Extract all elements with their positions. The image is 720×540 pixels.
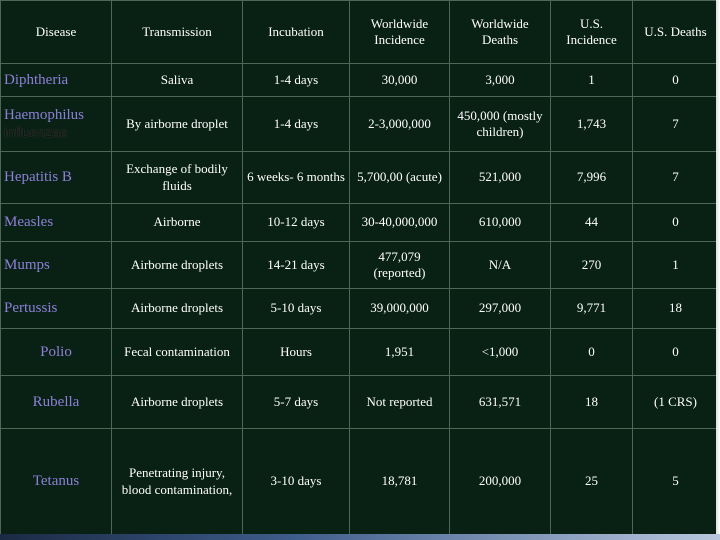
incubation-cell: 5-7 days xyxy=(242,375,350,429)
incubation-cell: 1-4 days xyxy=(242,63,350,97)
us-deaths-cell: 5 xyxy=(632,428,719,535)
worldwide-deaths-cell: 631,571 xyxy=(449,375,551,429)
table-row: Mumps Airborne droplets 14-21 days 477,0… xyxy=(0,241,719,289)
us-incidence-cell: 0 xyxy=(550,328,633,376)
disease-cell: Rubella xyxy=(0,375,112,429)
us-deaths-cell: 0 xyxy=(632,203,719,242)
disease-subname: influenzae xyxy=(4,123,68,140)
header-incubation: Incubation xyxy=(242,0,350,64)
transmission-cell: Exchange of bodily fluids xyxy=(111,151,243,204)
incubation-cell: 6 weeks- 6 months xyxy=(242,151,350,204)
us-incidence-cell: 270 xyxy=(550,241,633,289)
table-row: Haemophilus influenzae By airborne dropl… xyxy=(0,96,719,152)
worldwide-incidence-cell: 18,781 xyxy=(349,428,450,535)
us-deaths-cell: 0 xyxy=(632,328,719,376)
worldwide-incidence-cell: 1,951 xyxy=(349,328,450,376)
worldwide-deaths-cell: 450,000 (mostly children) xyxy=(449,96,551,152)
us-deaths-cell: 0 xyxy=(632,63,719,97)
worldwide-incidence-cell: 39,000,000 xyxy=(349,288,450,329)
header-transmission: Transmission xyxy=(111,0,243,64)
disease-cell: Measles xyxy=(0,203,112,242)
table-row: Tetanus Penetrating injury, blood contam… xyxy=(0,428,719,535)
incubation-cell: Hours xyxy=(242,328,350,376)
header-worldwide-incidence: Worldwide Incidence xyxy=(349,0,450,64)
worldwide-incidence-cell: 477,079 (reported) xyxy=(349,241,450,289)
us-incidence-cell: 1 xyxy=(550,63,633,97)
header-us-incidence: U.S. Incidence xyxy=(550,0,633,64)
disease-cell: Polio xyxy=(0,328,112,376)
table-row: Pertussis Airborne droplets 5-10 days 39… xyxy=(0,288,719,329)
incubation-cell: 1-4 days xyxy=(242,96,350,152)
disease-cell: Pertussis xyxy=(0,288,112,329)
us-deaths-cell: 7 xyxy=(632,96,719,152)
us-incidence-cell: 1,743 xyxy=(550,96,633,152)
table-row: Diphtheria Saliva 1-4 days 30,000 3,000 … xyxy=(0,63,719,97)
table-row: Hepatitis B Exchange of bodily fluids 6 … xyxy=(0,151,719,204)
us-deaths-cell: 18 xyxy=(632,288,719,329)
disease-cell: Tetanus xyxy=(0,428,112,535)
worldwide-deaths-cell: <1,000 xyxy=(449,328,551,376)
transmission-cell: Airborne droplets xyxy=(111,241,243,289)
worldwide-incidence-cell: 5,700,00 (acute) xyxy=(349,151,450,204)
disease-cell: Haemophilus influenzae xyxy=(0,96,112,152)
worldwide-deaths-cell: 200,000 xyxy=(449,428,551,535)
disease-cell: Mumps xyxy=(0,241,112,289)
worldwide-deaths-cell: 521,000 xyxy=(449,151,551,204)
header-disease: Disease xyxy=(0,0,112,64)
incubation-cell: 3-10 days xyxy=(242,428,350,535)
worldwide-deaths-cell: 3,000 xyxy=(449,63,551,97)
header-us-deaths: U.S. Deaths xyxy=(632,0,719,64)
transmission-cell: Airborne droplets xyxy=(111,288,243,329)
us-deaths-cell: (1 CRS) xyxy=(632,375,719,429)
header-row: Disease Transmission Incubation Worldwid… xyxy=(0,0,719,64)
us-deaths-cell: 1 xyxy=(632,241,719,289)
incubation-cell: 5-10 days xyxy=(242,288,350,329)
worldwide-incidence-cell: 2-3,000,000 xyxy=(349,96,450,152)
worldwide-incidence-cell: 30,000 xyxy=(349,63,450,97)
transmission-cell: Saliva xyxy=(111,63,243,97)
transmission-cell: Penetrating injury, blood contamination, xyxy=(111,428,243,535)
transmission-cell: Airborne droplets xyxy=(111,375,243,429)
worldwide-deaths-cell: 297,000 xyxy=(449,288,551,329)
incubation-cell: 14-21 days xyxy=(242,241,350,289)
incubation-cell: 10-12 days xyxy=(242,203,350,242)
disease-cell: Diphtheria xyxy=(0,63,112,97)
disease-cell: Hepatitis B xyxy=(0,151,112,204)
us-incidence-cell: 44 xyxy=(550,203,633,242)
us-deaths-cell: 7 xyxy=(632,151,719,204)
table-row: Measles Airborne 10-12 days 30-40,000,00… xyxy=(0,203,719,242)
transmission-cell: Fecal contamination xyxy=(111,328,243,376)
us-incidence-cell: 9,771 xyxy=(550,288,633,329)
table-row: Polio Fecal contamination Hours 1,951 <1… xyxy=(0,328,719,376)
us-incidence-cell: 18 xyxy=(550,375,633,429)
us-incidence-cell: 7,996 xyxy=(550,151,633,204)
disease-name: Haemophilus xyxy=(4,107,84,123)
transmission-cell: By airborne droplet xyxy=(111,96,243,152)
header-worldwide-deaths: Worldwide Deaths xyxy=(449,0,551,64)
worldwide-deaths-cell: N/A xyxy=(449,241,551,289)
worldwide-incidence-cell: Not reported xyxy=(349,375,450,429)
worldwide-deaths-cell: 610,000 xyxy=(449,203,551,242)
worldwide-incidence-cell: 30-40,000,000 xyxy=(349,203,450,242)
us-incidence-cell: 25 xyxy=(550,428,633,535)
bottom-edge-strip xyxy=(0,534,720,540)
right-edge-strip xyxy=(716,0,720,540)
table-row: Rubella Airborne droplets 5-7 days Not r… xyxy=(0,375,719,429)
transmission-cell: Airborne xyxy=(111,203,243,242)
